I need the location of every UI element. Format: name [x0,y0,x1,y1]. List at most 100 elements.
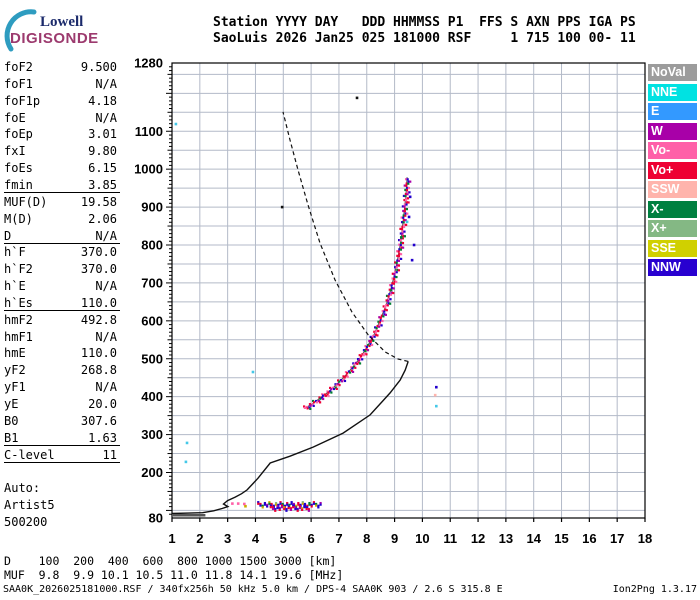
y-tick-label: 900 [141,200,163,215]
f-layer-echo-trace-dot [351,370,355,373]
param-row: MUF(D) 19.58 [4,194,117,209]
f-layer-echo-trace-dot [398,252,401,256]
f-layer-echo-trace-dot [337,382,340,386]
legend-item-noval: NoVal [648,64,697,81]
f-layer-echo-trace-dot [318,396,321,399]
es-layer-trace-lower-dot [303,504,306,507]
es-layer-trace-upper-dot [261,504,264,507]
param-row: yF2 268.8 [4,363,117,378]
f-layer-echo-trace-dot [377,320,380,323]
f-layer-echo-trace-dot [373,335,376,338]
f-layer-echo-trace-dot [364,345,367,348]
f-layer-echo-trace-dot [358,362,362,365]
f-layer-echo-trace-dot [402,234,405,238]
f-layer-echo-trace-dot [397,264,401,267]
f-layer-echo-trace-dot [311,403,314,406]
param-row: 500200 [4,514,48,529]
f-layer-echo-trace-dot [395,261,398,264]
f-layer-echo-trace-dot [326,393,329,396]
y-tick-label: 500 [141,351,163,366]
f-layer-echo-trace-dot [399,253,403,256]
f-layer-echo-trace-dot [405,203,408,206]
stray-echo-dots-dot [435,385,438,389]
f-layer-echo-trace-dot [324,394,327,397]
f-layer-echo-trace-dot [404,207,407,211]
legend-item-e: E [648,103,697,120]
es-layer-trace-lower-dot [274,508,277,511]
es-layer-trace-upper-dot [257,501,260,504]
f-layer-echo-trace-dot [358,354,361,357]
es-layer-trace-lower-dot [305,507,308,511]
stray-echo-dots-dot [231,502,234,505]
f-layer-echo-trace-dot [405,182,408,185]
f-layer-echo-trace-dot [315,399,318,403]
es-layer-trace-upper-dot [257,502,260,505]
param-separator [4,192,120,194]
param-row: C-level 11 [4,447,117,462]
f-layer-echo-trace-dot [361,358,364,361]
y-tick-label: 1280 [134,56,163,71]
es-layer-trace-upper-dot [266,503,269,506]
f-layer-echo-trace-dot [369,340,372,343]
f-layer-echo-trace-dot [403,223,406,226]
f-layer-echo-trace-dot [409,180,412,183]
f-layer-echo-trace-dot [402,225,406,229]
es-layer-trace-upper-dot [268,501,271,504]
es-layer-trace-upper-dot [263,501,267,505]
es-layer-trace-upper-dot [274,503,278,506]
f-layer-echo-trace-dot [378,321,382,324]
f-layer-echo-trace-dot [404,199,408,202]
f-layer-echo-trace-dot [354,361,358,365]
es-layer-trace-upper-dot [315,504,318,507]
f-layer-echo-trace-dot [379,316,382,319]
f-layer-echo-trace-dot [327,394,330,398]
es-layer-trace-upper-dot [261,506,264,509]
f-layer-echo-trace-dot [366,349,370,352]
legend-item-ssw: SSW [648,181,697,198]
f-layer-echo-trace-dot [387,302,390,305]
y-tick-label: 1000 [134,162,163,177]
f-layer-echo-trace-dot [398,243,401,246]
stray-echo-dots-dot [433,393,437,397]
f-layer-echo-trace-dot [402,221,405,224]
f-layer-echo-trace-dot [342,375,345,378]
f-layer-echo-trace-dot [402,214,405,217]
es-layer-trace-lower-dot [271,507,275,511]
f-layer-echo-trace-dot [384,313,387,316]
es-layer-trace-upper-dot [301,502,304,505]
f-layer-echo-trace-dot [353,363,356,366]
f-layer-echo-trace-dot [377,329,380,333]
stray-echo-dots-dot [184,460,188,464]
es-layer-trace-upper-dot [288,503,291,506]
f-layer-echo-trace-dot [330,387,333,391]
f-layer-echo-trace-dot [403,198,406,202]
stray-echo-dots-dot [405,220,409,224]
x-tick-label: 16 [582,531,596,546]
f-layer-echo-trace-dot [394,261,397,264]
f-layer-echo-trace-dot [385,299,388,302]
x-tick-label: 2 [196,531,203,546]
f-layer-echo-trace-dot [397,269,401,272]
es-layer-trace-lower-dot [271,506,275,509]
f-layer-echo-trace-dot [407,180,410,183]
f-layer-echo-trace-dot [312,404,315,407]
es-layer-trace-lower-dot [294,506,297,509]
es-layer-trace-lower-dot [301,508,304,511]
f-layer-echo-trace-dot [368,339,371,343]
f-layer-echo-trace-dot [322,397,325,401]
es-layer-trace-upper-dot [319,503,322,506]
es-layer-trace-lower-dot [283,506,286,509]
param-row: D N/A [4,228,117,243]
f-layer-echo-trace-dot [373,330,376,333]
es-layer-trace-lower-dot [296,508,299,511]
f-layer-echo-trace-dot [394,266,397,269]
stray-echo-dots-dot [236,502,240,505]
f-layer-echo-trace-dot [303,406,306,409]
stray-echo-dots-dot [243,502,246,506]
es-layer-trace-lower-dot [301,507,304,510]
es-layer-trace-upper-dot [279,501,282,504]
f-layer-echo-trace-dot [398,238,401,242]
f-layer-echo-trace-dot [330,391,333,394]
es-layer-trace-upper-dot [263,503,267,506]
f-layer-echo-trace-dot [356,357,360,361]
